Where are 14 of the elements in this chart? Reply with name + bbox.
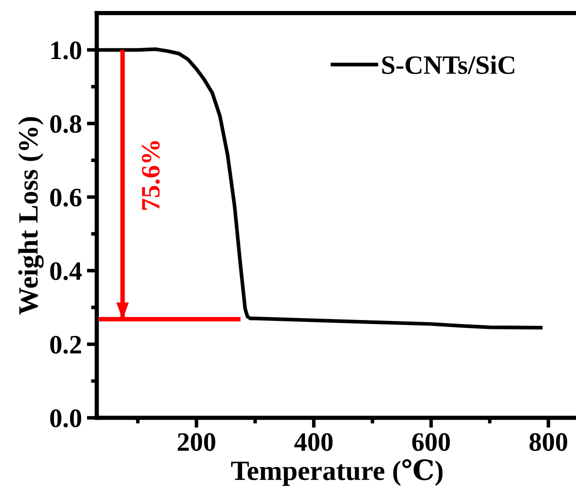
x-tick-label: 800	[529, 433, 568, 451]
y-axis-title: Weight Loss (%)	[18, 117, 44, 315]
y-tick-label: 0.6	[50, 188, 82, 207]
x-axis-title: Temperature (℃)	[231, 459, 443, 486]
y-tick-label: 0.0	[50, 409, 82, 428]
y-tick-label: 0.4	[50, 262, 82, 280]
x-tick-label: 200	[178, 433, 216, 451]
x-tick-label: 600	[412, 433, 450, 451]
legend-label: S-CNTs/SiC	[382, 55, 514, 74]
y-tick-label: 1.0	[51, 42, 82, 60]
y-tick-label: 0.2	[50, 336, 82, 354]
x-tick-label: 400	[294, 433, 333, 451]
y-tick-label: 0.8	[50, 115, 82, 134]
annotation: 75.6%	[142, 141, 160, 210]
